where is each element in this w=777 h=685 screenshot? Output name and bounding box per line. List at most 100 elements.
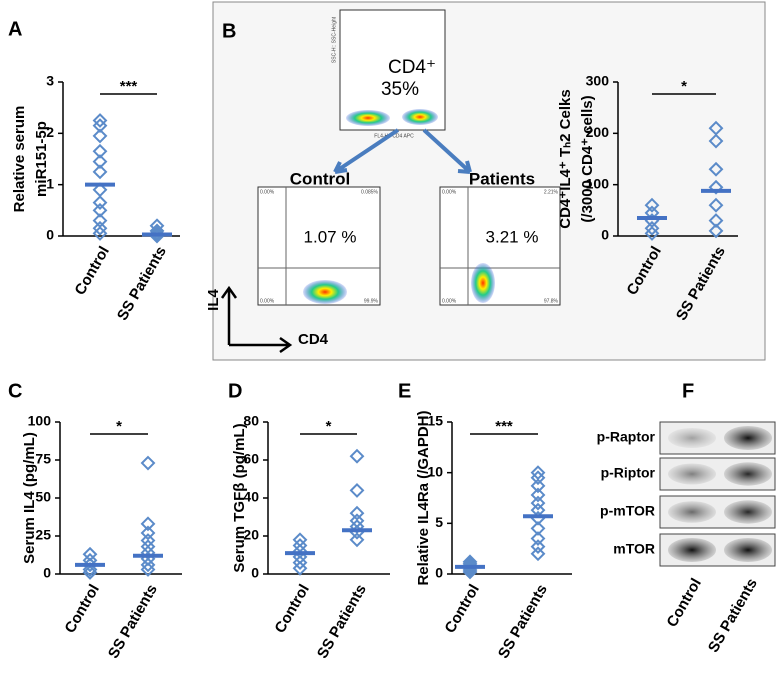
band xyxy=(724,426,772,450)
data-point xyxy=(530,546,546,562)
y-axis-label: (/3000 CD4⁺ cells) xyxy=(579,95,596,222)
data-point xyxy=(92,195,108,211)
y-tick-label: 3 xyxy=(46,73,54,89)
panel-label: B xyxy=(222,20,236,42)
data-point xyxy=(92,164,108,180)
y-tick-label: 10 xyxy=(427,463,443,479)
y-tick-label: 75 xyxy=(35,451,51,467)
x-tick-label: Control xyxy=(442,581,483,636)
data-point xyxy=(292,555,308,571)
data-point xyxy=(92,220,108,236)
data-point xyxy=(708,197,724,213)
data-point xyxy=(708,161,724,177)
data-point xyxy=(462,556,478,572)
data-point xyxy=(530,495,546,511)
axis-label: FL4-H:: CD4 APC xyxy=(374,133,414,139)
data-point xyxy=(349,482,365,498)
data-point xyxy=(708,213,724,229)
data-point xyxy=(92,113,108,128)
data-point xyxy=(82,562,98,577)
data-point xyxy=(92,128,108,144)
data-point xyxy=(92,202,108,218)
x-tick-label: Control xyxy=(272,581,313,636)
data-point xyxy=(92,143,108,159)
row-label: p-Riptor xyxy=(601,465,656,481)
quadrant-label: 0.085% xyxy=(361,189,379,195)
y-axis-label: Serum TGFβ (pg/mL) xyxy=(231,423,248,572)
y-tick-label: 5 xyxy=(435,514,443,530)
y-tick-label: 0 xyxy=(601,227,609,243)
data-point xyxy=(92,154,108,169)
axis-arrow xyxy=(220,285,293,354)
data-point xyxy=(530,487,546,503)
data-point xyxy=(92,118,108,134)
row-label: p-Raptor xyxy=(597,429,656,445)
quadrant-label: 0.00% xyxy=(442,298,457,304)
panel-label: A xyxy=(8,18,22,40)
axis-label: SSC-H:: SSC-Height xyxy=(331,16,337,63)
cell-cloud xyxy=(303,280,347,304)
data-point xyxy=(530,531,546,546)
y-tick-label: 80 xyxy=(243,413,259,429)
data-point xyxy=(644,226,660,241)
significance: *** xyxy=(120,78,138,95)
data-point xyxy=(349,448,365,464)
arrow xyxy=(333,128,472,174)
panel-label: D xyxy=(228,380,242,402)
y-tick-label: 100 xyxy=(28,413,52,429)
data-point xyxy=(530,470,546,486)
y-tick-label: 2 xyxy=(46,124,54,140)
quadrant-label: 97.8% xyxy=(544,298,559,304)
row-label: p-mTOR xyxy=(600,503,655,519)
axis-label: IL4 xyxy=(205,289,222,311)
western-blot: p-Raptor p-Riptor p-mTOR mTOR Control SS Pati… xyxy=(597,421,776,655)
plot-title: Control xyxy=(290,169,350,188)
x-tick-label: Control xyxy=(72,243,113,298)
row-label: mTOR xyxy=(613,541,655,557)
plot-title: Patients xyxy=(469,169,535,188)
data-point xyxy=(708,133,724,149)
flow-cytometry: FL4-H:: CD4 APC SSC-H:: SSC-Height CD4⁺ … xyxy=(205,9,561,354)
lane-label: Control xyxy=(664,575,705,630)
y-tick-label: 40 xyxy=(243,489,259,505)
y-tick-label: 200 xyxy=(586,124,610,140)
cell-cloud xyxy=(402,109,438,125)
data-point xyxy=(530,478,546,494)
data-point xyxy=(462,564,478,580)
band xyxy=(668,501,716,523)
y-tick-label: 25 xyxy=(35,527,51,543)
quadrant-label: 0.00% xyxy=(442,189,457,195)
data-point xyxy=(708,223,724,239)
quadrant-label: 2.21% xyxy=(544,189,559,195)
y-tick-label: 0 xyxy=(435,565,443,581)
band xyxy=(724,538,772,562)
significance: * xyxy=(326,418,332,435)
data-point xyxy=(149,226,165,241)
data-point xyxy=(644,197,660,213)
x-tick-label: SS Patients xyxy=(114,243,170,323)
y-tick-label: 0 xyxy=(43,565,51,581)
data-point xyxy=(708,179,724,195)
x-tick-label: SS Patients xyxy=(314,581,370,661)
y-tick-label: 20 xyxy=(243,527,259,543)
gate-percent: 35% xyxy=(381,79,419,100)
data-point xyxy=(149,223,165,239)
cell-cloud xyxy=(471,263,495,303)
band xyxy=(668,463,716,485)
panel-label: F xyxy=(682,380,694,402)
data-point xyxy=(530,520,546,536)
y-axis-label: Relative serum xyxy=(11,106,28,213)
panel-label: E xyxy=(398,380,411,402)
axis-label: CD4 xyxy=(298,331,329,348)
band xyxy=(668,538,716,562)
y-axis-label: miR151-5p xyxy=(33,121,50,197)
x-tick-label: Control xyxy=(62,581,103,636)
data-point xyxy=(140,557,156,573)
data-point xyxy=(149,218,165,234)
band xyxy=(668,427,716,449)
data-point xyxy=(92,226,108,241)
quadrant-label: 0.00% xyxy=(260,189,275,195)
y-tick-label: 0 xyxy=(251,565,259,581)
y-axis-label: Relative IL4Ra (/GAPDH) xyxy=(415,410,432,585)
